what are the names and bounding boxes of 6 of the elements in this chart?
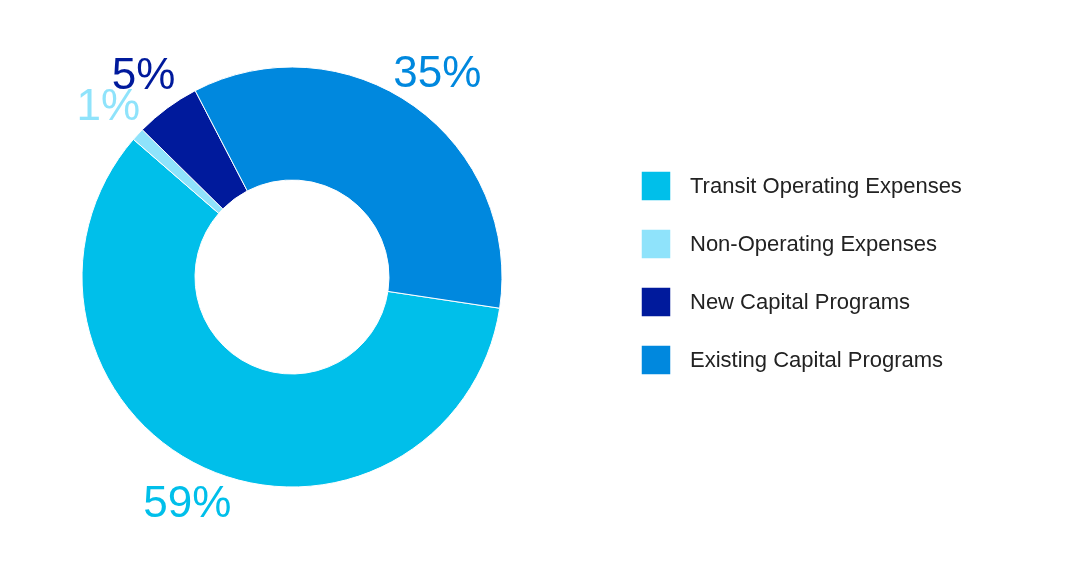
legend-label: Non-Operating Expenses (690, 231, 938, 256)
legend-label: Transit Operating Expenses (690, 173, 962, 198)
legend-label: New Capital Programs (690, 289, 911, 314)
data-label: 35% (393, 46, 482, 96)
legend-label: Existing Capital Programs (690, 347, 944, 372)
data-label: 59% (143, 477, 232, 527)
